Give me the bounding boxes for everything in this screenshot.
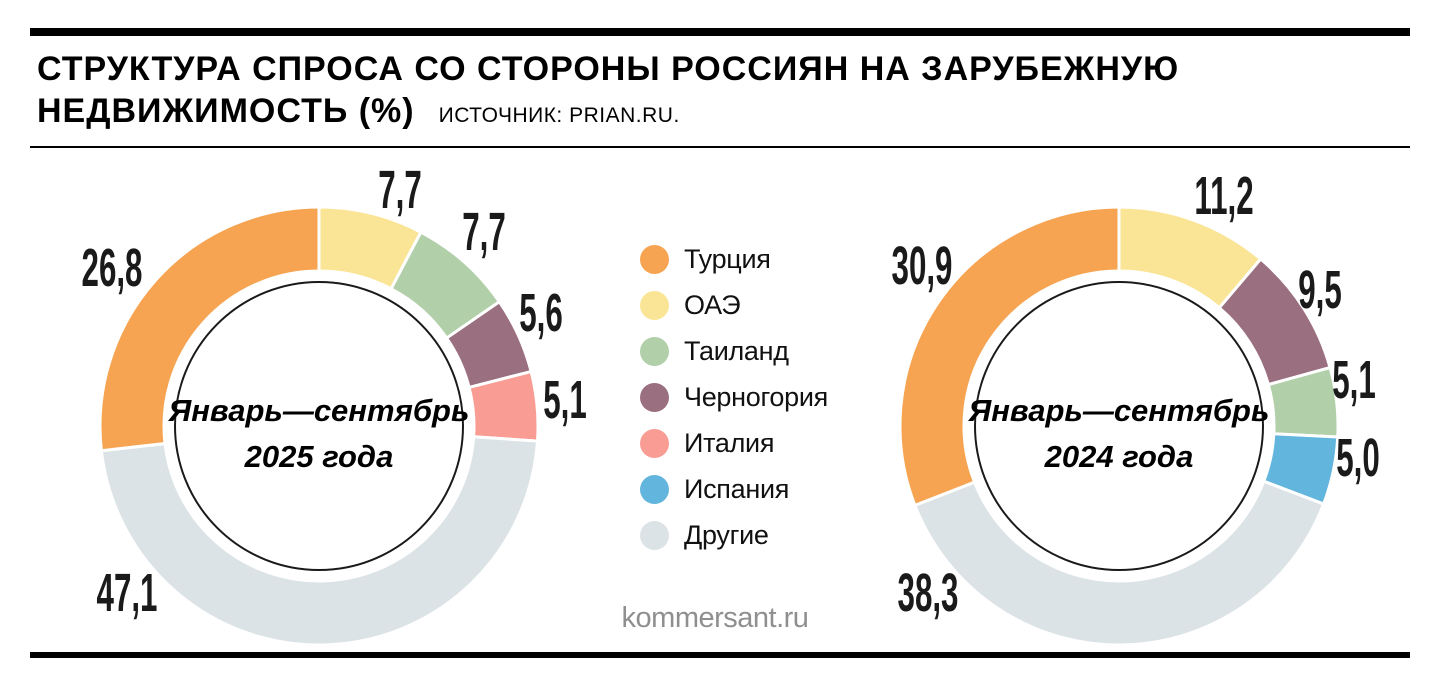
header-divider [30,146,1410,148]
legend-label: Италия [684,428,775,458]
top-rule [30,28,1410,36]
slice-value-label: 11,2 [1194,166,1253,226]
slice-value-label: 30,9 [892,236,953,296]
donut-center-label: Январь—сентябрь [168,393,470,428]
page-title: СТРУКТУРА СПРОСА СО СТОРОНЫ РОССИЯН НА З… [37,48,1179,137]
legend-swatch-montenegro-icon [640,383,669,412]
slice-value-label: 7,7 [462,202,506,262]
slice-value-label: 5,1 [1332,350,1376,410]
title-line-2: НЕДВИЖИМОСТЬ (%) [37,92,415,130]
legend-item-thailand: Таиланд [640,336,828,366]
donut-center-label: 2024 года [1044,439,1194,474]
legend: Турция ОАЭ Таиланд Черногория Италия Исп… [640,244,828,550]
slice-value-label: 9,5 [1298,260,1342,320]
legend-label: Таиланд [684,336,789,366]
donut-slice [912,479,1326,647]
donut-slice [898,205,1121,508]
legend-swatch-others-icon [640,521,669,550]
slice-value-label: 5,0 [1336,428,1380,488]
legend-item-montenegro: Черногория [640,382,828,412]
donut-slice [99,435,540,647]
slice-value-label: 5,6 [519,283,563,343]
legend-label: ОАЭ [684,290,741,320]
donut-center-label: Январь—сентябрь [968,393,1270,428]
donut-slice [98,205,321,453]
slice-value-label: 26,8 [82,238,143,298]
legend-swatch-uae-icon [640,291,669,320]
legend-item-spain: Испания [640,474,828,504]
legend-label: Черногория [684,382,828,412]
legend-swatch-italy-icon [640,429,669,458]
legend-item-others: Другие [640,520,828,550]
donut-center-label: 2025 года [244,439,394,474]
legend-item-italy: Италия [640,428,828,458]
legend-swatch-spain-icon [640,475,669,504]
donut-inner-circle [174,281,464,571]
title-line-1: СТРУКТУРА СПРОСА СО СТОРОНЫ РОССИЯН НА З… [37,50,1180,88]
legend-item-turkey: Турция [640,244,828,274]
legend-label: Испания [684,474,790,504]
slice-value-label: 7,7 [378,160,422,220]
donut-inner-circle [974,281,1264,571]
bottom-rule [30,652,1410,658]
watermark: kommersant.ru [621,602,809,634]
slice-value-label: 47,1 [97,563,158,623]
legend-swatch-turkey-icon [640,245,669,274]
legend-item-uae: ОАЭ [640,290,828,320]
slice-value-label: 5,1 [543,370,587,430]
legend-label: Другие [684,520,769,550]
source-label: ИСТОЧНИК: PRIAN.RU. [438,104,680,127]
legend-swatch-thailand-icon [640,337,669,366]
slice-value-label: 38,3 [898,563,959,623]
legend-label: Турция [684,244,771,274]
